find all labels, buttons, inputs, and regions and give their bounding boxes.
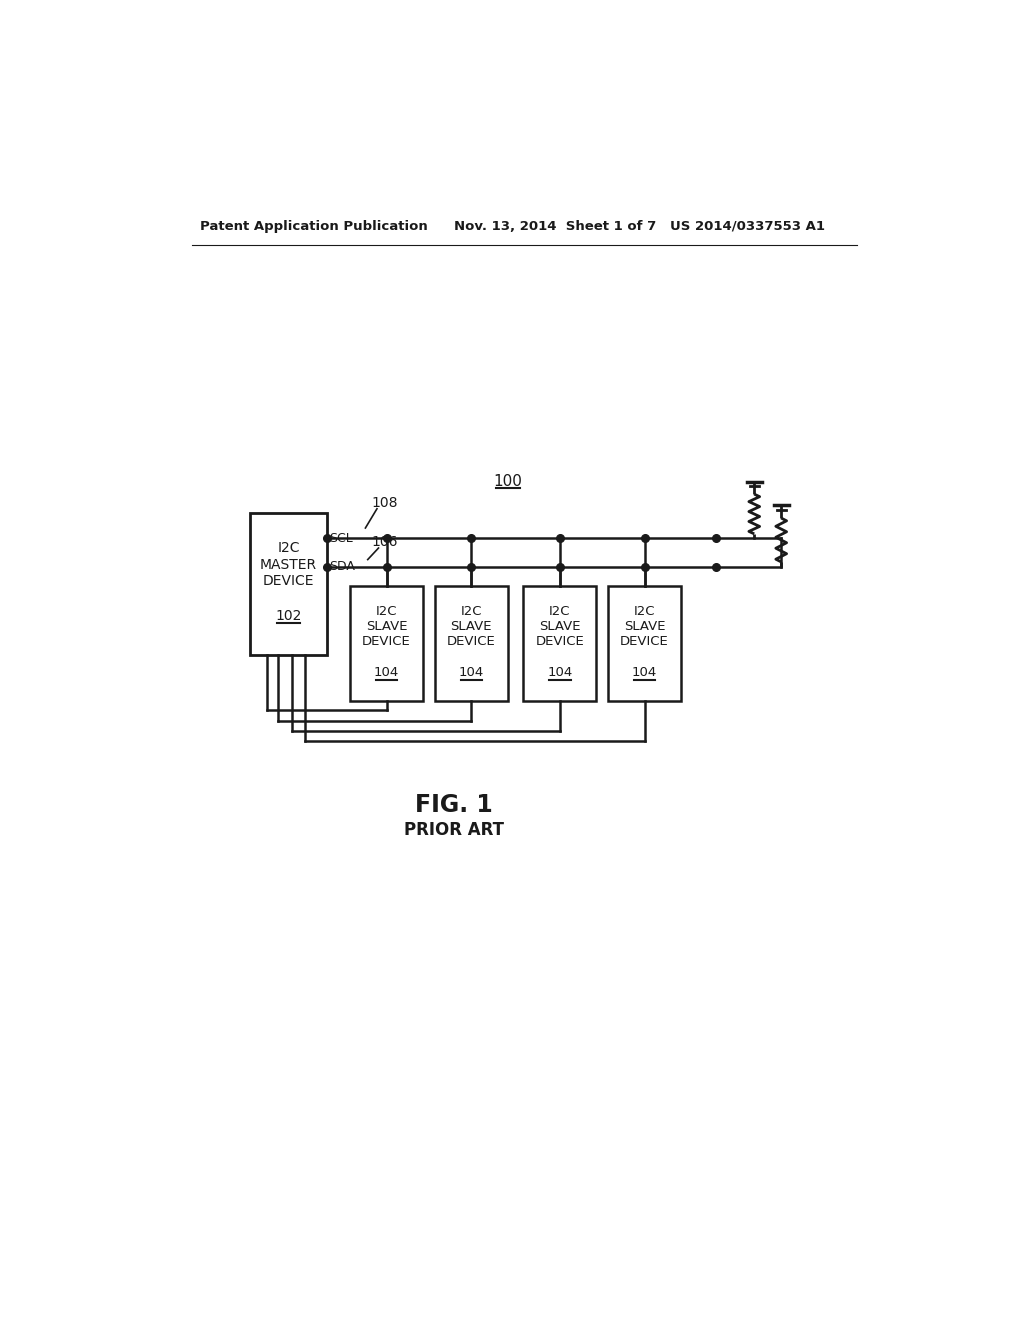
Text: 104: 104: [374, 667, 399, 680]
Text: SDA: SDA: [330, 560, 355, 573]
Bar: [435, 586, 508, 701]
Text: I2C
SLAVE
DEVICE: I2C SLAVE DEVICE: [362, 605, 411, 648]
Text: 102: 102: [275, 609, 302, 623]
Text: 104: 104: [632, 667, 657, 680]
Text: I2C
SLAVE
DEVICE: I2C SLAVE DEVICE: [621, 605, 669, 648]
Text: 104: 104: [459, 667, 484, 680]
Bar: [523, 586, 596, 701]
Text: US 2014/0337553 A1: US 2014/0337553 A1: [670, 219, 824, 232]
Text: I2C
SLAVE
DEVICE: I2C SLAVE DEVICE: [536, 605, 585, 648]
Text: FIG. 1: FIG. 1: [415, 793, 493, 817]
Bar: [250, 512, 327, 655]
Bar: [350, 586, 423, 701]
Text: SCL: SCL: [330, 532, 353, 545]
Text: Nov. 13, 2014  Sheet 1 of 7: Nov. 13, 2014 Sheet 1 of 7: [454, 219, 656, 232]
Text: I2C
SLAVE
DEVICE: I2C SLAVE DEVICE: [446, 605, 496, 648]
Text: 106: 106: [372, 535, 398, 549]
Text: 100: 100: [494, 474, 522, 490]
Text: Patent Application Publication: Patent Application Publication: [200, 219, 428, 232]
Text: PRIOR ART: PRIOR ART: [403, 821, 504, 838]
Text: 108: 108: [372, 495, 398, 510]
Bar: [608, 586, 681, 701]
Text: 104: 104: [547, 667, 572, 680]
Text: I2C
MASTER
DEVICE: I2C MASTER DEVICE: [260, 541, 317, 587]
